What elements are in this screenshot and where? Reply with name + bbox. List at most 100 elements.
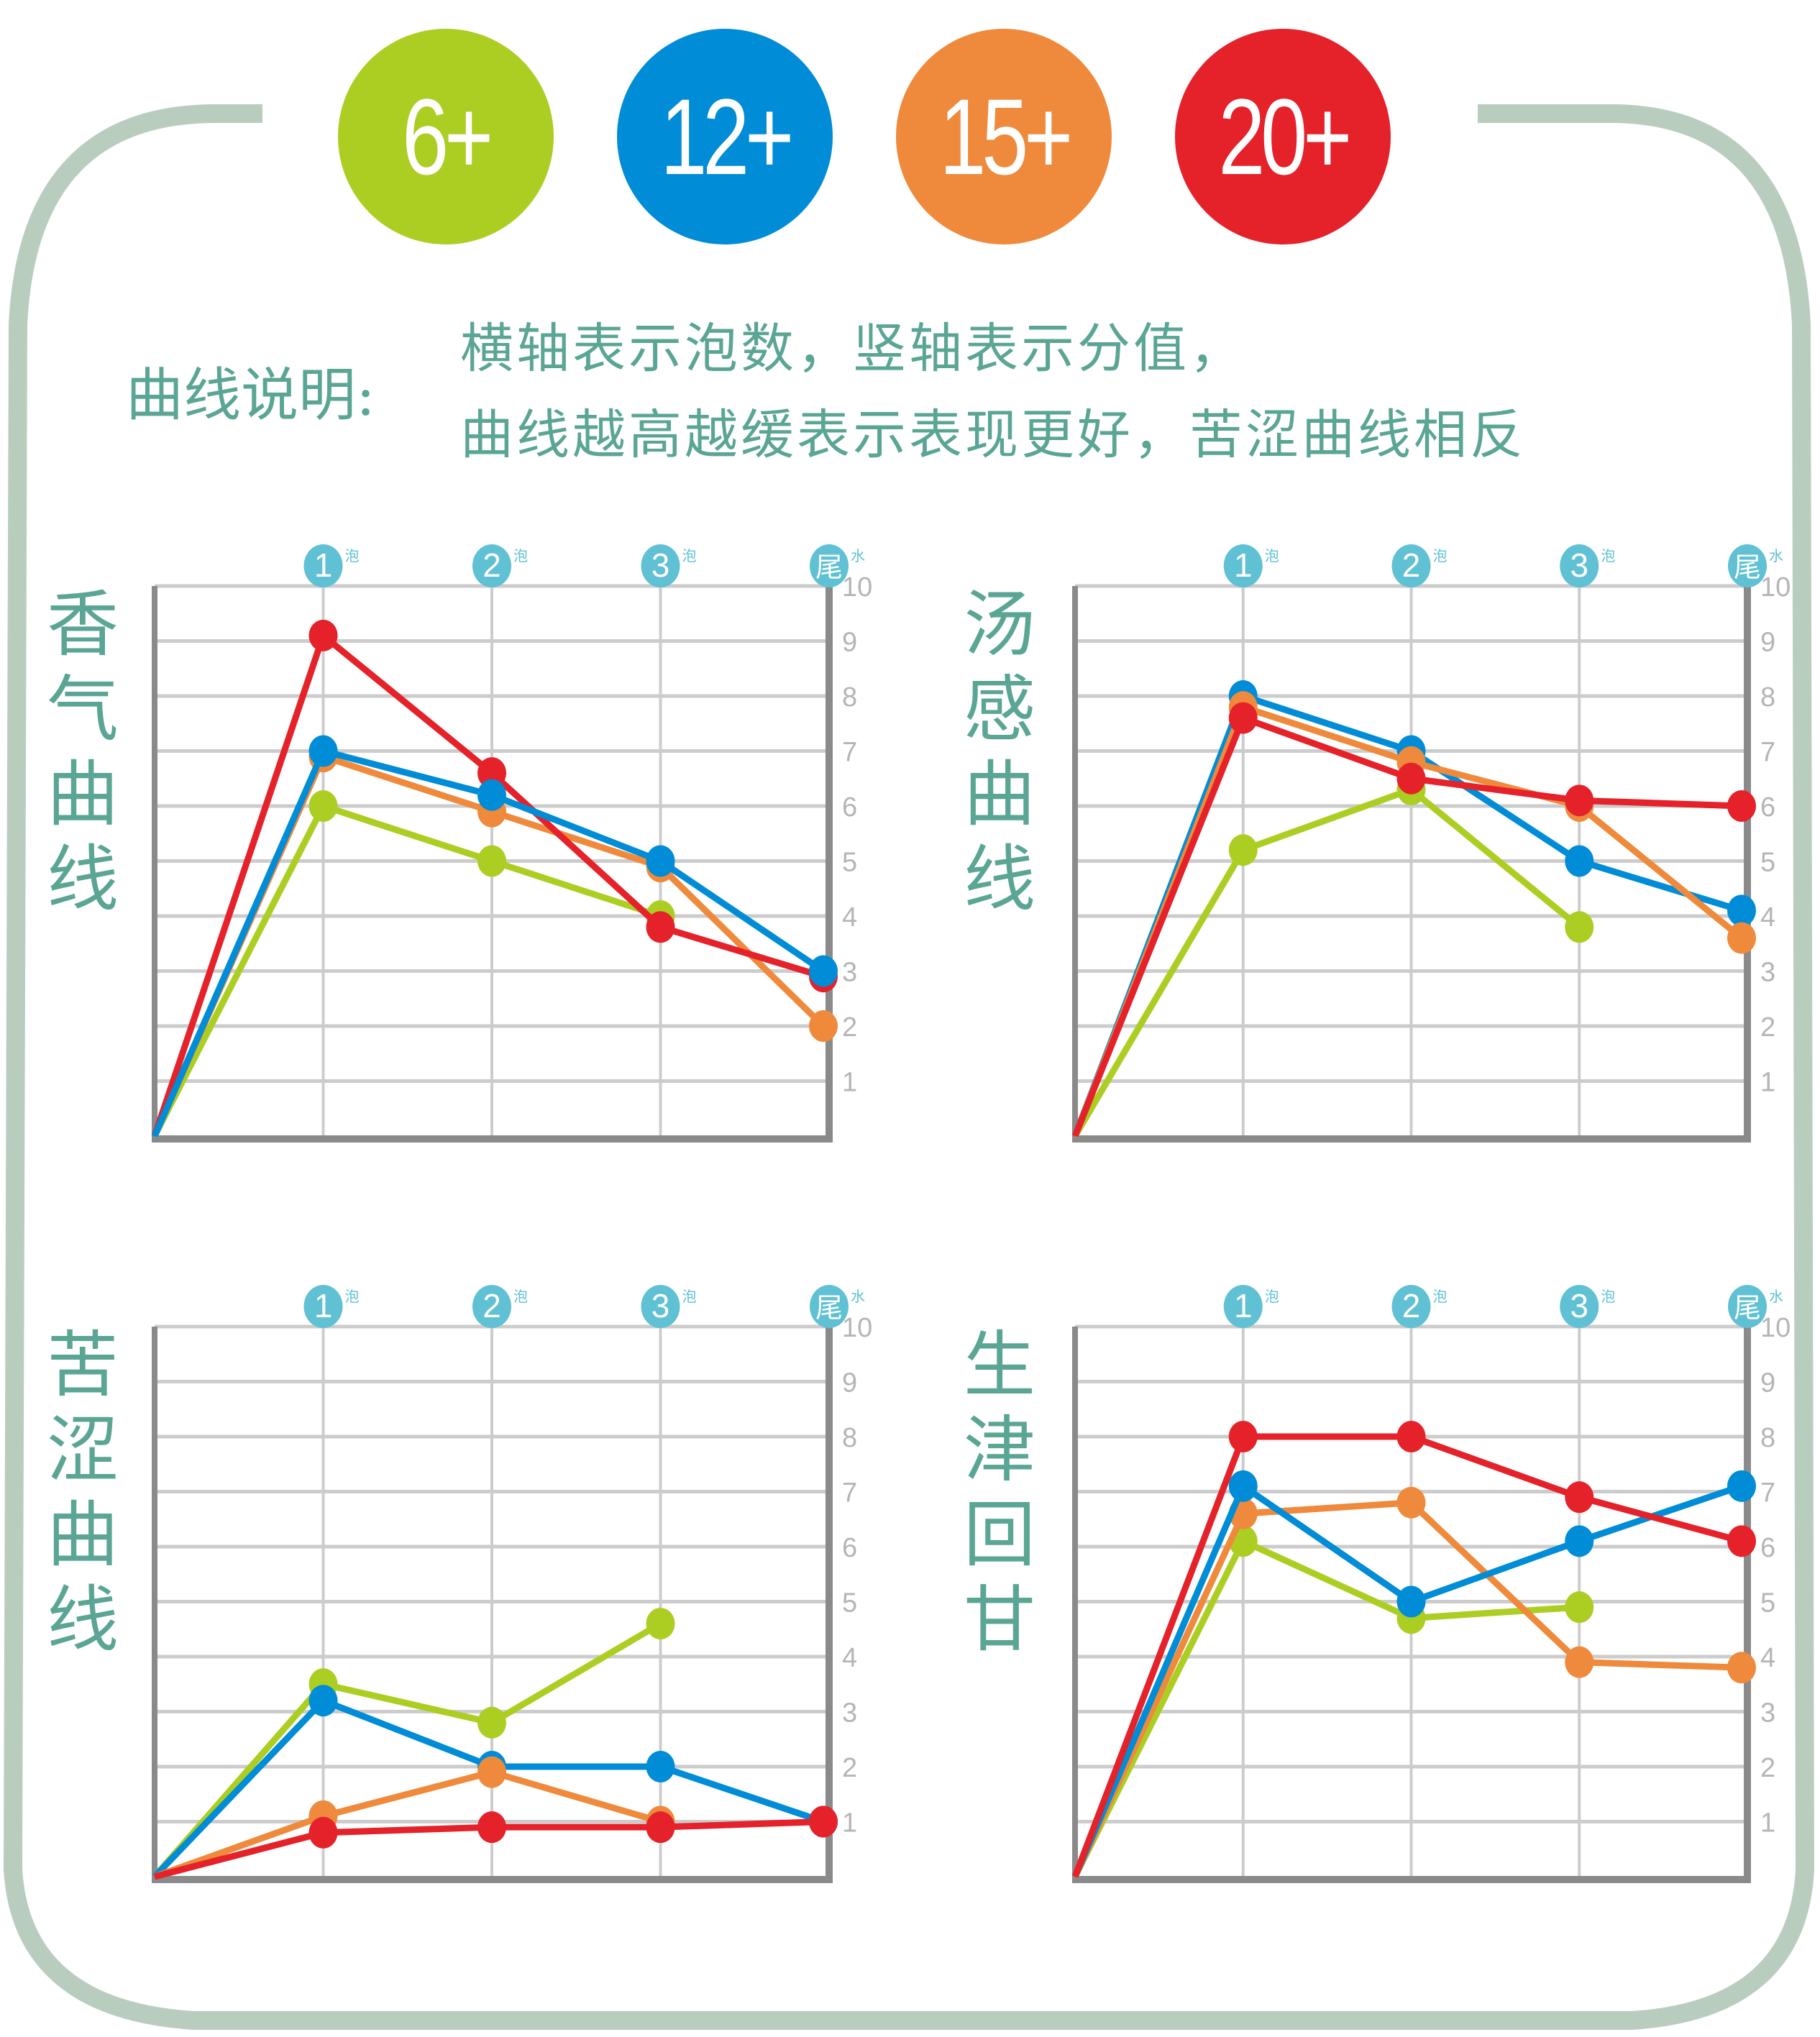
- chart-title-aftertaste: 生津回甘: [964, 1323, 1035, 1662]
- data-point: [809, 955, 838, 987]
- y-tick-label: 4: [842, 902, 857, 933]
- x-badge-label: 2: [1402, 546, 1421, 584]
- data-point: [1727, 922, 1756, 954]
- x-badge-3: [641, 1285, 680, 1328]
- y-tick-label: 3: [1760, 958, 1775, 988]
- y-tick-label: 5: [1760, 1588, 1775, 1619]
- x-badge-sub: 泡: [1601, 1288, 1615, 1305]
- x-badge-4: [810, 1285, 849, 1328]
- series-line-20+: [151, 632, 825, 1137]
- y-tick-label: 7: [842, 1478, 857, 1509]
- x-badge-sub: 水: [851, 1288, 865, 1305]
- y-tick-label: 6: [842, 792, 857, 823]
- data-point: [646, 1751, 675, 1782]
- y-tick-label: 3: [842, 1698, 857, 1729]
- x-badge-label: 尾: [1734, 553, 1761, 583]
- x-badge-sub: 泡: [1433, 548, 1448, 564]
- y-tick-label: 3: [842, 958, 857, 988]
- x-badge-sub: 泡: [1265, 548, 1279, 564]
- series-line-6+: [151, 802, 662, 1138]
- age-badges: 6+ 12+ 15+ 20+: [0, 29, 1820, 244]
- data-point: [1565, 1591, 1594, 1624]
- x-badge-1: [1223, 1285, 1263, 1328]
- x-badge-4: [810, 544, 849, 587]
- y-tick-label: 9: [842, 628, 857, 658]
- y-tick-label: 2: [842, 1753, 857, 1783]
- chart-title-bitterness: 苦涩曲线: [47, 1323, 119, 1662]
- data-point: [1228, 1470, 1258, 1502]
- data-point: [308, 1685, 338, 1717]
- y-tick-label: 4: [1760, 1643, 1775, 1673]
- data-point: [477, 1756, 506, 1788]
- x-badge-sub: 泡: [513, 1288, 528, 1305]
- y-tick-label: 4: [842, 1643, 857, 1673]
- y-tick-label: 8: [1760, 1423, 1775, 1453]
- badge-15plus: 15+: [896, 29, 1112, 244]
- series-line-15+: [153, 1769, 662, 1880]
- data-point: [1565, 911, 1594, 943]
- x-badge-1: [1223, 544, 1263, 587]
- data-point: [1727, 1652, 1756, 1684]
- data-point: [1396, 1421, 1426, 1452]
- chart-body: 123456789101 泡 2 泡 3 泡尾水: [1071, 544, 1791, 1143]
- x-badge-sub: 泡: [682, 1288, 697, 1305]
- x-badge-label: 3: [1570, 546, 1588, 584]
- data-point: [477, 757, 506, 789]
- y-tick-label: 1: [842, 1068, 857, 1098]
- data-point: [308, 1816, 338, 1849]
- data-point: [1727, 790, 1756, 822]
- x-badge-1: [303, 544, 343, 587]
- x-badge-label: 尾: [815, 1294, 843, 1324]
- x-badge-label: 1: [314, 546, 333, 584]
- x-badge-sub: 泡: [682, 548, 697, 564]
- x-badge-sub: 水: [1769, 548, 1783, 564]
- y-tick-label: 9: [1760, 628, 1775, 658]
- x-badge-label: 2: [483, 1287, 501, 1324]
- y-tick-label: 2: [1760, 1753, 1775, 1783]
- chart-bitterness: 123456789101 泡 2 泡 3 泡尾水: [152, 1285, 872, 1883]
- x-badge-label: 1: [1234, 1287, 1253, 1324]
- data-point: [646, 911, 675, 943]
- y-tick-label: 1: [842, 1808, 857, 1839]
- y-tick-label: 7: [842, 738, 857, 768]
- x-badge-label: 2: [483, 546, 501, 584]
- y-tick-label: 10: [1760, 572, 1791, 603]
- data-point: [308, 735, 338, 767]
- data-point: [1396, 1585, 1426, 1618]
- y-tick-label: 6: [1760, 1533, 1775, 1563]
- y-tick-label: 9: [1760, 1368, 1775, 1399]
- x-badge-sub: 泡: [345, 1288, 360, 1305]
- data-point: [1228, 702, 1258, 734]
- y-tick-label: 3: [1760, 1698, 1775, 1729]
- y-tick-label: 2: [842, 1012, 857, 1043]
- y-tick-label: 1: [1760, 1808, 1775, 1839]
- data-point: [1565, 1525, 1594, 1557]
- data-point: [1727, 1525, 1756, 1557]
- x-badge-sub: 水: [1769, 1288, 1783, 1305]
- x-badge-label: 尾: [1734, 1294, 1761, 1324]
- y-tick-label: 10: [1760, 1313, 1791, 1343]
- y-tick-label: 5: [1760, 848, 1775, 878]
- y-tick-label: 4: [1760, 902, 1775, 933]
- x-badge-label: 1: [314, 1287, 333, 1324]
- x-badge-3: [1560, 1285, 1599, 1328]
- x-badge-2: [1391, 1285, 1431, 1328]
- x-badge-label: 2: [1402, 1287, 1421, 1324]
- data-point: [809, 1805, 838, 1838]
- x-badge-label: 3: [651, 1287, 670, 1324]
- data-point: [809, 1010, 838, 1042]
- x-badge-sub: 泡: [1433, 1288, 1448, 1305]
- data-point: [308, 790, 338, 822]
- badge-20plus: 20+: [1175, 29, 1391, 244]
- series-line-6+: [152, 1621, 662, 1879]
- chart-title-body: 汤感曲线: [964, 582, 1035, 921]
- data-point: [1565, 845, 1594, 877]
- x-badge-1: [303, 1285, 343, 1328]
- x-badge-4: [1728, 544, 1767, 587]
- y-tick-label: 2: [1760, 1012, 1775, 1043]
- data-point: [1228, 834, 1258, 866]
- x-badge-label: 1: [1234, 546, 1253, 584]
- x-badge-2: [472, 544, 511, 587]
- chart-aroma: 123456789101 泡 2 泡 3 泡尾水: [151, 544, 872, 1143]
- y-tick-label: 5: [842, 848, 857, 878]
